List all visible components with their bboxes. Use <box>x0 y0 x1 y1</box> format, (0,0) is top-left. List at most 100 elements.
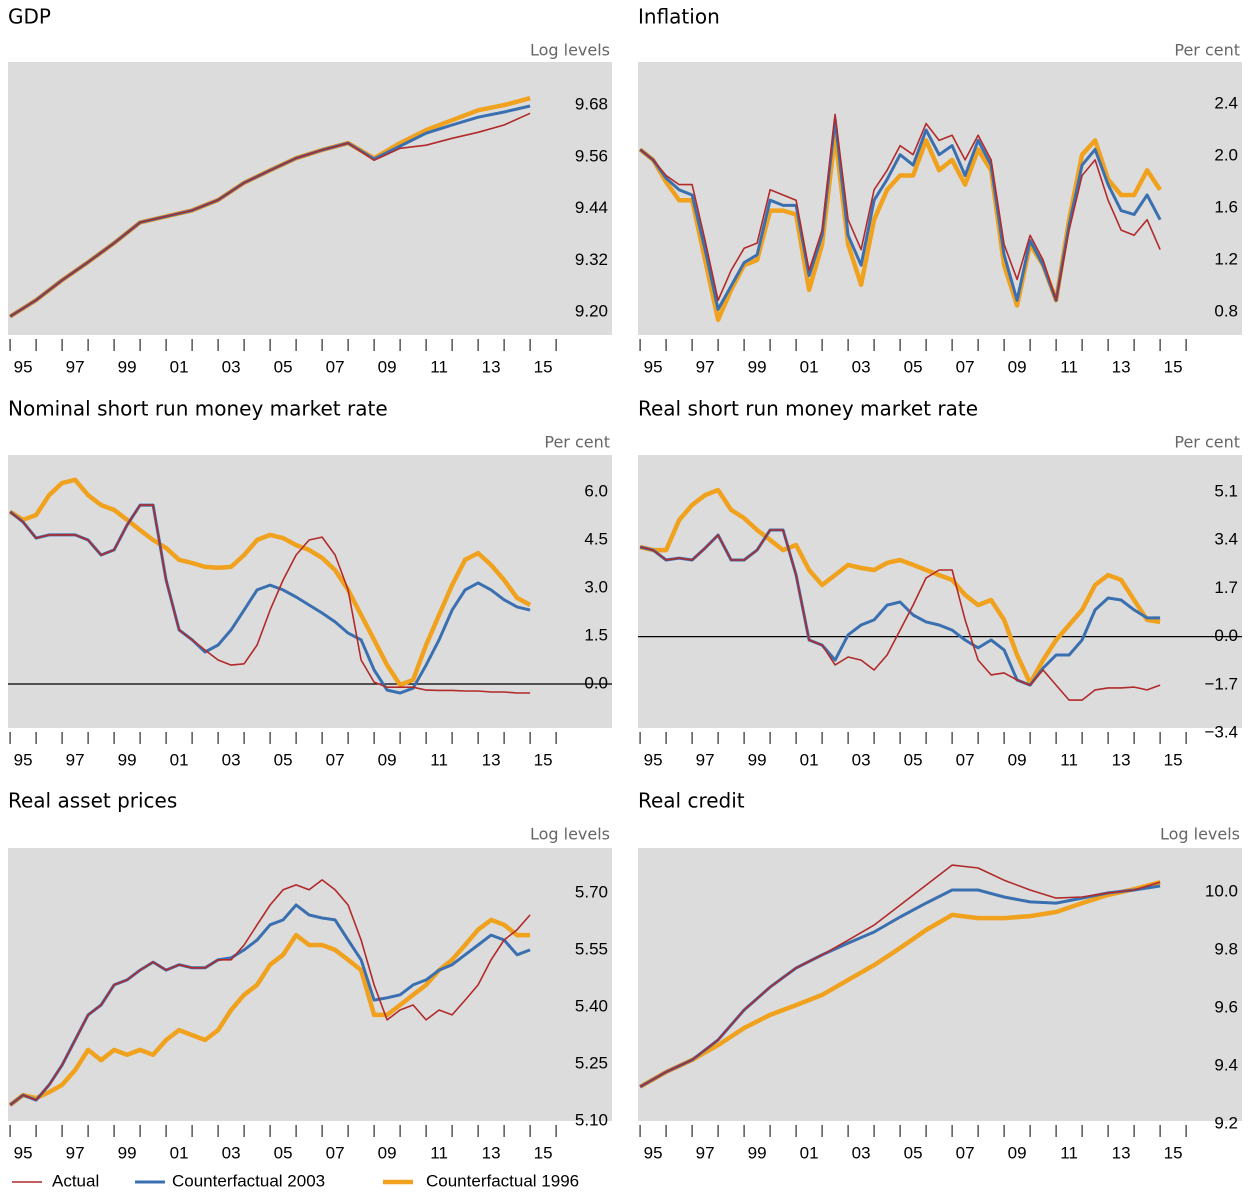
x-tick-label: 07 <box>326 357 345 376</box>
plot-area <box>638 455 1242 728</box>
x-tick-label: 05 <box>274 357 293 376</box>
chart-title: Nominal short run money market rate <box>8 397 388 421</box>
x-tick-label: 11 <box>430 750 448 769</box>
x-tick-label: 01 <box>170 1143 189 1162</box>
x-tick-label: 01 <box>800 1143 819 1162</box>
y-axis-unit: Log levels <box>1160 825 1240 844</box>
y-tick-label: 5.40 <box>575 996 608 1015</box>
x-tick-label: 01 <box>800 357 819 376</box>
series-line <box>8 477 532 688</box>
x-tick-label: 07 <box>326 750 345 769</box>
x-tick-label: 03 <box>222 750 241 769</box>
x-tick-label: 11 <box>1060 1143 1078 1162</box>
x-tick-label: 97 <box>66 750 85 769</box>
y-tick-label: 9.4 <box>1214 1055 1238 1074</box>
y-tick-label: 9.6 <box>1214 997 1238 1016</box>
y-tick-label: 3.0 <box>584 577 608 596</box>
plot-area <box>638 848 1242 1121</box>
chart-title: Inflation <box>638 5 720 29</box>
series-line <box>9 112 531 318</box>
x-tick-label: 15 <box>1164 357 1183 376</box>
x-tick-label: 05 <box>274 750 293 769</box>
x-tick-label: 99 <box>118 750 137 769</box>
x-tick-label: 03 <box>852 1143 871 1162</box>
y-tick-label: 9.8 <box>1214 939 1238 958</box>
series-line <box>639 118 1162 311</box>
y-tick-label: 1.7 <box>1214 578 1238 597</box>
y-tick-label: 9.68 <box>575 95 608 114</box>
x-tick-label: 03 <box>222 1143 241 1162</box>
x-tick-label: 15 <box>534 1143 553 1162</box>
x-tick-label: 99 <box>118 1143 137 1162</box>
x-tick-label: 01 <box>170 750 189 769</box>
series-line <box>639 113 1161 302</box>
x-tick-label: 11 <box>430 1143 448 1162</box>
x-tick-label: 07 <box>956 1143 975 1162</box>
x-tick-label: 05 <box>904 1143 923 1162</box>
x-tick-label: 13 <box>1112 750 1131 769</box>
x-tick-label: 01 <box>800 750 819 769</box>
legend-label: Actual <box>52 1171 99 1190</box>
plot-area <box>8 455 612 728</box>
x-tick-label: 13 <box>1112 357 1131 376</box>
legend-label: Counterfactual 1996 <box>426 1171 579 1190</box>
x-tick-label: 95 <box>644 357 663 376</box>
x-tick-label: 13 <box>1112 1143 1131 1162</box>
x-tick-label: 99 <box>748 1143 767 1162</box>
x-tick-label: 03 <box>852 357 871 376</box>
y-tick-label: 9.2 <box>1214 1113 1238 1132</box>
x-tick-label: 07 <box>326 1143 345 1162</box>
x-tick-label: 99 <box>748 357 767 376</box>
x-tick-label: 09 <box>378 750 397 769</box>
x-tick-label: 09 <box>1008 1143 1027 1162</box>
y-tick-label: 9.44 <box>575 198 608 217</box>
chart-title: Real credit <box>638 789 745 813</box>
y-tick-label: 1.2 <box>1214 249 1238 268</box>
x-tick-label: 07 <box>956 357 975 376</box>
x-tick-label: 15 <box>1164 1143 1183 1162</box>
y-tick-label: 2.4 <box>1214 93 1238 112</box>
y-tick-label: 0.8 <box>1214 301 1238 320</box>
x-tick-label: 97 <box>66 1143 85 1162</box>
x-tick-label: 97 <box>696 750 715 769</box>
x-tick-label: 03 <box>852 750 871 769</box>
x-tick-label: 05 <box>904 357 923 376</box>
y-axis-unit: Log levels <box>530 825 610 844</box>
chart-title: Real short run money market rate <box>638 397 978 421</box>
y-tick-label: 1.6 <box>1214 197 1238 216</box>
series-line <box>9 879 531 1106</box>
series-line <box>8 917 531 1107</box>
chart-title: GDP <box>8 5 51 29</box>
x-tick-label: 95 <box>644 1143 663 1162</box>
x-tick-label: 09 <box>1008 750 1027 769</box>
series-line <box>639 487 1161 686</box>
x-tick-label: 95 <box>14 357 33 376</box>
x-tick-label: 15 <box>534 750 553 769</box>
legend-label: Counterfactual 2003 <box>172 1171 325 1190</box>
y-tick-label: −3.4 <box>1204 722 1238 741</box>
y-axis-unit: Log levels <box>530 41 610 60</box>
y-axis-unit: Per cent <box>1174 41 1240 60</box>
plot-area <box>638 62 1242 335</box>
y-tick-label: 10.0 <box>1205 882 1238 901</box>
y-tick-label: 5.25 <box>575 1053 608 1072</box>
x-tick-label: 11 <box>430 357 448 376</box>
y-tick-label: 9.20 <box>575 302 608 321</box>
y-tick-label: 5.55 <box>575 939 608 958</box>
y-tick-label: 6.0 <box>584 481 608 500</box>
y-axis-unit: Per cent <box>1174 433 1240 452</box>
x-tick-label: 95 <box>644 750 663 769</box>
plot-area <box>8 848 612 1121</box>
y-tick-label: −1.7 <box>1204 674 1238 693</box>
y-tick-label: 9.32 <box>575 250 608 269</box>
x-tick-label: 13 <box>482 1143 501 1162</box>
y-tick-label: 0.0 <box>1214 626 1238 645</box>
x-tick-label: 05 <box>904 750 923 769</box>
x-tick-label: 09 <box>378 1143 397 1162</box>
series-line <box>639 529 1161 701</box>
x-tick-label: 13 <box>482 750 501 769</box>
x-tick-label: 11 <box>1060 357 1078 376</box>
plot-area <box>8 62 612 335</box>
